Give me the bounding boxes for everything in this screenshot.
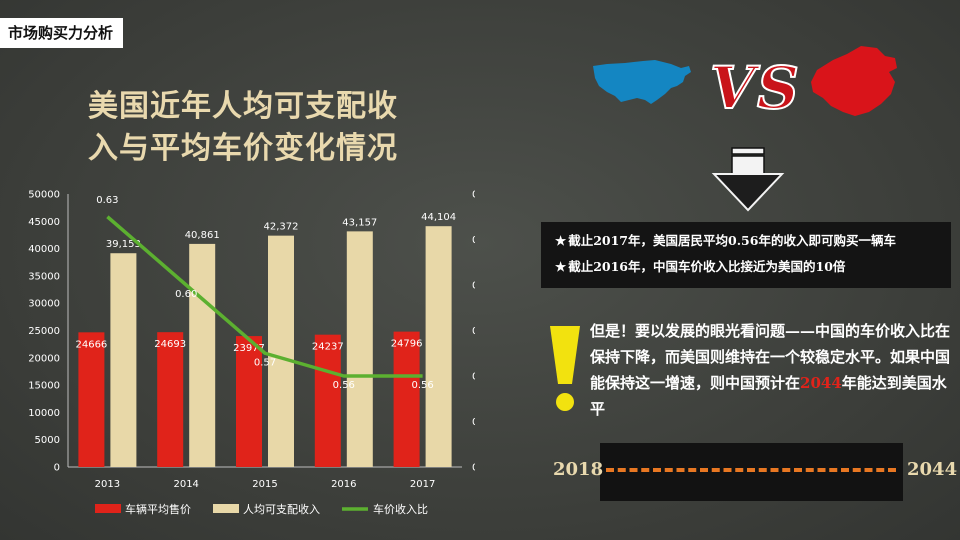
timeline-end-year: 2044 [907, 459, 958, 480]
x-tick-label: 2017 [410, 479, 435, 490]
legend-swatch-income [213, 504, 239, 513]
bar-price-2015 [236, 336, 262, 467]
timeline-dash [606, 468, 896, 472]
label-income-2014: 40,861 [185, 230, 220, 241]
timeline-bar [600, 443, 903, 501]
bar-income-2017 [425, 226, 452, 467]
paragraph-before: 但是！要以发展的眼光看问题——中国的车价收入比在保持下降，而美国则维持在一个较稳… [590, 322, 951, 392]
y-right-tick-label: 0.54 [472, 417, 475, 428]
y-left-tick-label: 30000 [28, 299, 60, 310]
page-tag: 市场购买力分析 [0, 18, 124, 48]
bar-income-2014 [189, 243, 216, 467]
x-tick-label: 2014 [173, 479, 198, 490]
note-1: ★ 截止2017年，美国居民平均0.56年的收入即可购买一辆车 [555, 228, 951, 254]
label-price-2015: 23977 [233, 343, 265, 354]
y-right-tick-label: 0.58 [472, 326, 475, 337]
x-tick-label: 2013 [95, 479, 120, 490]
label-ratio-2017: 0.56 [411, 380, 433, 391]
down-arrow-icon [711, 147, 785, 212]
note-2: ★ 截止2016年，中国车价收入比接近为美国的10倍 [555, 254, 951, 280]
chart-title-line-2: 入与平均车价变化情况 [88, 131, 398, 166]
bar-price-2016 [314, 334, 341, 467]
chart-title: 美国近年人均可支配收 入与平均车价变化情况 [88, 86, 448, 170]
label-price-2016: 24237 [312, 342, 344, 353]
note-box: ★ 截止2017年，美国居民平均0.56年的收入即可购买一辆车 ★ 截止2016年，… [541, 222, 951, 288]
legend-label-ratio: 车价收入比 [373, 502, 428, 516]
y-left-tick-label: 5000 [35, 435, 60, 446]
bar-price-2014 [157, 332, 184, 467]
bar-income-2013 [110, 253, 137, 467]
label-income-2015: 42,372 [264, 222, 299, 233]
y-left-tick-label: 40000 [28, 244, 60, 255]
chart-title-line-1: 美国近年人均可支配收 [88, 89, 398, 124]
x-tick-label: 2015 [252, 479, 277, 490]
y-right-tick-label: 0.60 [472, 281, 475, 292]
bar-income-2016 [346, 231, 373, 467]
label-price-2017: 24796 [391, 339, 423, 350]
y-right-tick-label: 0.64 [472, 190, 475, 201]
vs-text: VS [710, 54, 801, 122]
bar-price-2017 [393, 331, 420, 467]
bar-income-2015 [268, 235, 294, 467]
china-map-icon [811, 46, 897, 116]
y-right-tick-label: 0.52 [472, 463, 475, 474]
line-ratio [106, 215, 423, 378]
y-left-tick-label: 45000 [28, 217, 60, 228]
y-left-tick-label: 35000 [28, 271, 60, 282]
label-income-2016: 43,157 [342, 217, 377, 228]
label-price-2014: 24693 [154, 339, 186, 350]
combo-chart: 0 5000 10000 15000 20000 25000 30000 35000 40000… [28, 190, 475, 517]
exclamation-icon [550, 326, 580, 411]
legend-swatch-price [95, 504, 121, 513]
bar-price-2013 [78, 332, 105, 467]
label-income-2013: 39,153 [106, 239, 141, 250]
legend-label-price: 车辆平均售价 [125, 502, 191, 516]
y-right-tick-label: 0.56 [472, 372, 475, 383]
y-left-tick-label: 25000 [28, 326, 60, 337]
star-icon: ★ [555, 259, 567, 274]
paragraph-highlight-year: 2044 [800, 374, 842, 392]
label-price-2013: 24666 [75, 339, 107, 350]
label-income-2017: 44,104 [421, 212, 456, 223]
x-tick-label: 2016 [331, 479, 356, 490]
y-left-tick-label: 0 [54, 463, 60, 474]
y-right-tick-label: 0.62 [472, 235, 475, 246]
y-left-tick-label: 50000 [28, 190, 60, 201]
note-2-text: 截止2016年，中国车价收入比接近为美国的10倍 [568, 259, 846, 274]
usa-map-icon [593, 60, 691, 104]
usa-vs-china: VS [585, 42, 915, 132]
note-1-text: 截止2017年，美国居民平均0.56年的收入即可购买一辆车 [568, 233, 896, 248]
analysis-paragraph: 但是！要以发展的眼光看问题——中国的车价收入比在保持下降，而美国则维持在一个较稳… [590, 318, 950, 422]
paragraph-after: 年能达到美国水平 [590, 374, 947, 418]
label-ratio-2014: 0.60 [175, 289, 197, 300]
label-ratio-2016: 0.56 [333, 380, 355, 391]
legend-label-income: 人均可支配收入 [243, 502, 320, 516]
y-left-tick-label: 20000 [28, 353, 60, 364]
y-left-tick-label: 10000 [28, 408, 60, 419]
y-left-tick-label: 15000 [28, 381, 60, 392]
timeline-start-year: 2018 [553, 459, 604, 480]
label-ratio-2013: 0.63 [96, 195, 118, 206]
label-ratio-2015: 0.57 [254, 357, 276, 368]
star-icon: ★ [555, 233, 567, 248]
